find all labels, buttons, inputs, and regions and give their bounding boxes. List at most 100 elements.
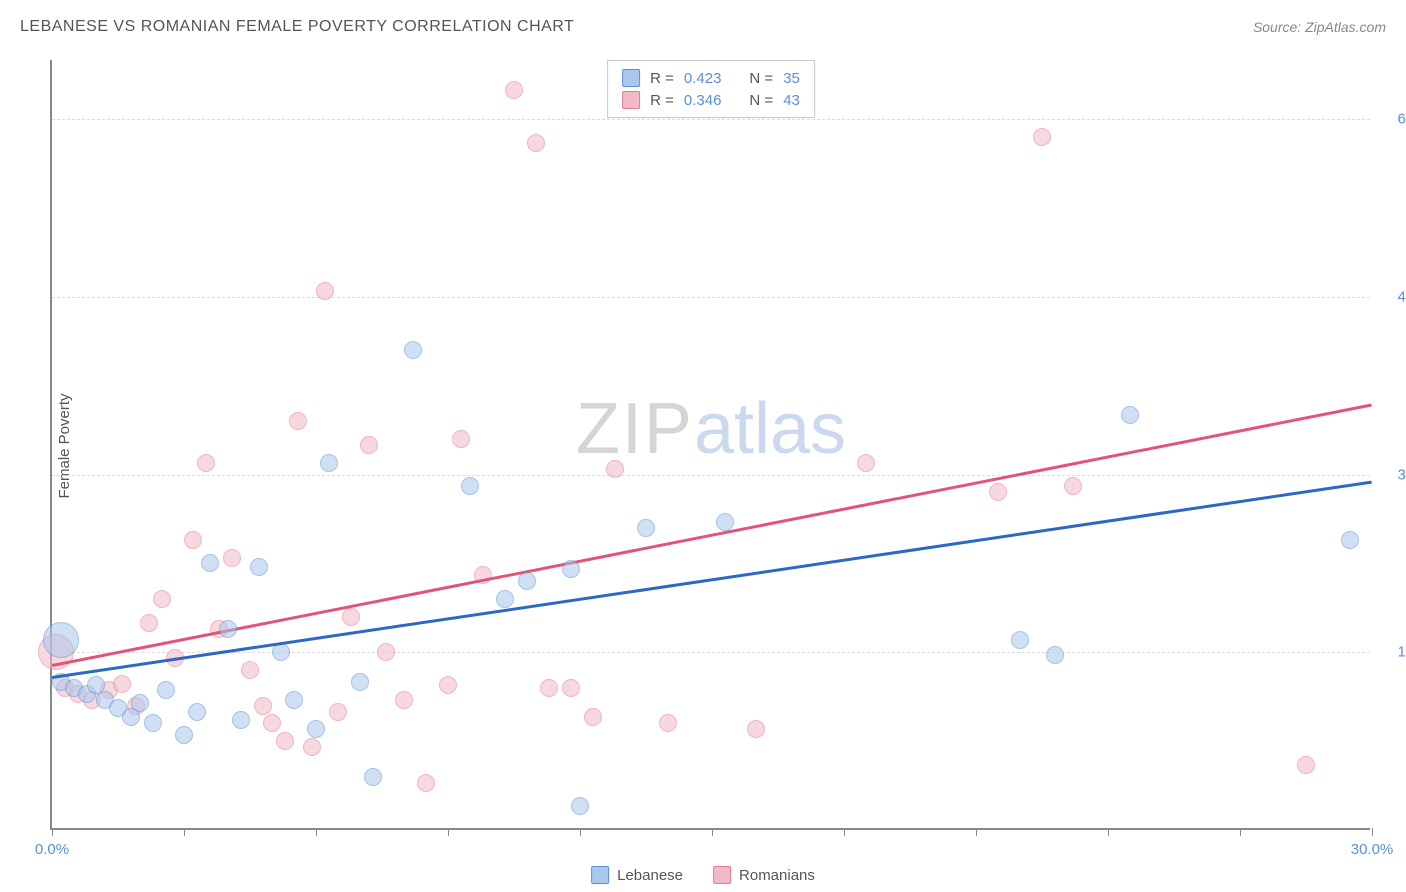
scatter-plot-area: ZIPatlas R = 0.423 N = 35 R = 0.346 N = … [50, 60, 1370, 830]
y-tick-label: 15.0% [1380, 644, 1406, 661]
scatter-point-romanians [316, 282, 334, 300]
bottom-legend: Lebanese Romanians [591, 866, 815, 884]
gridline [52, 297, 1370, 298]
scatter-point-romanians [197, 454, 215, 472]
scatter-point-romanians [989, 483, 1007, 501]
scatter-point-lebanese [351, 673, 369, 691]
scatter-point-romanians [263, 714, 281, 732]
scatter-point-lebanese [175, 726, 193, 744]
legend-label-lebanese: Lebanese [617, 867, 683, 884]
n-value-romanians: 43 [783, 92, 800, 109]
y-tick-label: 45.0% [1380, 288, 1406, 305]
scatter-point-romanians [276, 732, 294, 750]
x-tick [1108, 828, 1109, 836]
scatter-point-romanians [659, 714, 677, 732]
scatter-point-lebanese [272, 643, 290, 661]
x-tick-label: 0.0% [35, 841, 69, 858]
scatter-point-romanians [289, 412, 307, 430]
n-value-lebanese: 35 [783, 70, 800, 87]
r-value-lebanese: 0.423 [684, 70, 722, 87]
x-tick [1240, 828, 1241, 836]
scatter-point-romanians [360, 436, 378, 454]
x-tick [844, 828, 845, 836]
scatter-point-lebanese [637, 519, 655, 537]
gridline [52, 475, 1370, 476]
watermark-atlas: atlas [694, 389, 846, 469]
scatter-point-romanians [857, 454, 875, 472]
scatter-point-romanians [439, 676, 457, 694]
x-tick [52, 828, 53, 836]
scatter-point-lebanese [496, 590, 514, 608]
scatter-point-romanians [241, 661, 259, 679]
scatter-point-romanians [377, 643, 395, 661]
scatter-point-lebanese [518, 572, 536, 590]
scatter-point-romanians [540, 679, 558, 697]
legend-stats-row-romanians: R = 0.346 N = 43 [622, 89, 800, 111]
scatter-point-romanians [606, 460, 624, 478]
scatter-point-lebanese [250, 558, 268, 576]
chart-title: LEBANESE VS ROMANIAN FEMALE POVERTY CORR… [20, 18, 574, 36]
trend-line-romanians [52, 404, 1372, 667]
scatter-point-lebanese [43, 622, 79, 658]
x-tick [1372, 828, 1373, 836]
scatter-point-romanians [747, 720, 765, 738]
source-attribution: Source: ZipAtlas.com [1253, 19, 1386, 35]
scatter-point-romanians [527, 134, 545, 152]
scatter-point-romanians [562, 679, 580, 697]
scatter-point-romanians [223, 549, 241, 567]
r-value-romanians: 0.346 [684, 92, 722, 109]
legend-stats-box: R = 0.423 N = 35 R = 0.346 N = 43 [607, 60, 815, 118]
scatter-point-lebanese [562, 560, 580, 578]
scatter-point-romanians [342, 608, 360, 626]
scatter-point-romanians [1064, 477, 1082, 495]
scatter-point-romanians [1033, 128, 1051, 146]
scatter-point-lebanese [571, 797, 589, 815]
scatter-point-romanians [254, 697, 272, 715]
x-tick [712, 828, 713, 836]
scatter-point-lebanese [716, 513, 734, 531]
watermark: ZIPatlas [576, 388, 846, 470]
legend-swatch-lebanese [622, 69, 640, 87]
legend-item-romanians: Romanians [713, 866, 815, 884]
n-label: N = [749, 92, 773, 109]
scatter-point-lebanese [219, 620, 237, 638]
scatter-point-lebanese [364, 768, 382, 786]
legend-swatch-romanians [622, 91, 640, 109]
scatter-point-lebanese [1341, 531, 1359, 549]
trend-line-lebanese [52, 481, 1372, 679]
watermark-zip: ZIP [576, 389, 694, 469]
gridline [52, 652, 1370, 653]
r-label: R = [650, 92, 674, 109]
legend-swatch-romanians [713, 866, 731, 884]
x-tick-label: 30.0% [1351, 841, 1394, 858]
x-tick [184, 828, 185, 836]
scatter-point-lebanese [188, 703, 206, 721]
scatter-point-lebanese [232, 711, 250, 729]
scatter-point-lebanese [404, 341, 422, 359]
scatter-point-romanians [584, 708, 602, 726]
scatter-point-lebanese [1121, 406, 1139, 424]
scatter-point-lebanese [144, 714, 162, 732]
scatter-point-romanians [184, 531, 202, 549]
scatter-point-lebanese [307, 720, 325, 738]
scatter-point-lebanese [285, 691, 303, 709]
scatter-point-lebanese [157, 681, 175, 699]
scatter-point-romanians [505, 81, 523, 99]
legend-label-romanians: Romanians [739, 867, 815, 884]
scatter-point-lebanese [201, 554, 219, 572]
scatter-point-romanians [417, 774, 435, 792]
x-tick [580, 828, 581, 836]
x-tick [448, 828, 449, 836]
scatter-point-romanians [1297, 756, 1315, 774]
scatter-point-romanians [452, 430, 470, 448]
x-tick [316, 828, 317, 836]
scatter-point-romanians [153, 590, 171, 608]
legend-item-lebanese: Lebanese [591, 866, 683, 884]
scatter-point-lebanese [131, 694, 149, 712]
scatter-point-romanians [395, 691, 413, 709]
scatter-point-romanians [140, 614, 158, 632]
y-tick-label: 60.0% [1380, 111, 1406, 128]
scatter-point-lebanese [461, 477, 479, 495]
scatter-point-lebanese [1011, 631, 1029, 649]
scatter-point-romanians [329, 703, 347, 721]
